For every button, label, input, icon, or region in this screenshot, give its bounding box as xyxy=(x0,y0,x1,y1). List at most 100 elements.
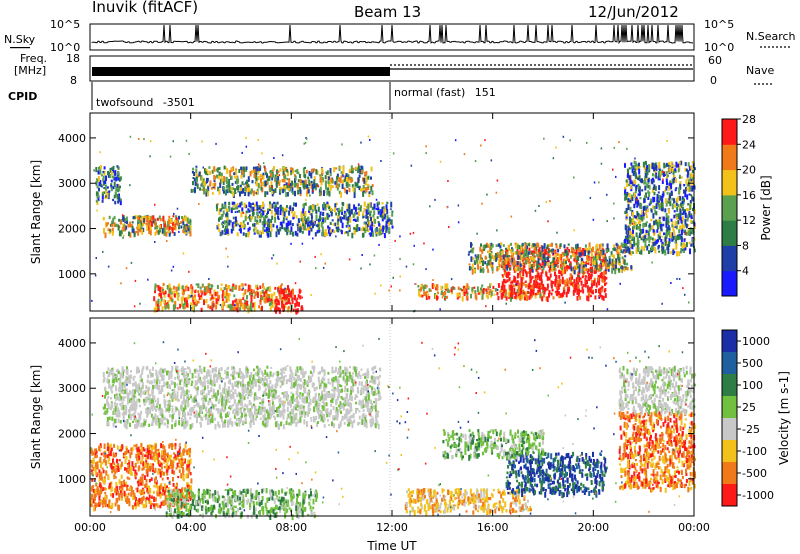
power-cell xyxy=(297,179,300,183)
power-cell xyxy=(436,291,439,295)
power-cell xyxy=(629,206,632,212)
power-cell xyxy=(310,215,313,220)
power-cell xyxy=(673,232,676,236)
power-cell xyxy=(431,283,434,289)
power-cell xyxy=(482,288,485,291)
power-cell xyxy=(663,232,665,236)
power-cell xyxy=(391,212,394,217)
power-cell xyxy=(175,291,178,296)
power-cell xyxy=(626,262,629,266)
power-cell xyxy=(450,288,453,293)
power-cell xyxy=(561,281,564,285)
power-cell xyxy=(203,182,206,186)
power-cell xyxy=(275,182,278,188)
power-cell xyxy=(187,286,190,292)
power-cell xyxy=(223,206,226,210)
power-cell xyxy=(156,217,159,221)
power-cell xyxy=(324,217,327,223)
power-noise-cell xyxy=(138,138,140,140)
power-cell xyxy=(677,163,680,168)
power-cell xyxy=(315,169,318,175)
power-cell xyxy=(142,222,145,227)
power-cell xyxy=(324,207,327,211)
power-noise-cell xyxy=(556,231,558,234)
velocity-cell xyxy=(134,502,137,506)
power-cell xyxy=(544,289,547,292)
power-cell xyxy=(645,215,648,219)
power-cell xyxy=(316,170,319,175)
power-cell xyxy=(334,222,337,227)
power-cell xyxy=(517,252,520,255)
power-cell xyxy=(676,251,678,257)
power-cell xyxy=(119,230,122,237)
power-cell xyxy=(356,224,359,230)
power-cell xyxy=(326,204,329,207)
nave-label: Nave xyxy=(746,64,774,77)
velocity-cell xyxy=(138,490,141,494)
power-cell xyxy=(110,185,113,188)
power-cell xyxy=(254,216,257,223)
power-cell xyxy=(485,292,488,295)
power-cell xyxy=(428,296,431,300)
power-cell xyxy=(328,205,331,210)
power-cell xyxy=(270,301,273,306)
power-cell xyxy=(528,295,531,300)
power-cell xyxy=(261,181,264,186)
power-cell xyxy=(567,243,570,246)
power-cell xyxy=(553,261,556,267)
power-cell xyxy=(369,202,372,208)
power-cell xyxy=(597,268,600,273)
power-cell xyxy=(326,190,329,196)
power-cell xyxy=(496,292,499,296)
power-cell xyxy=(179,303,182,309)
velocity-cell xyxy=(113,468,115,473)
power-cell xyxy=(585,268,588,272)
power-cell xyxy=(114,191,117,195)
power-cell xyxy=(525,247,528,253)
velocity-cell xyxy=(90,493,93,500)
power-noise-cell xyxy=(626,235,628,238)
power-cell xyxy=(98,166,100,170)
power-cell xyxy=(155,305,158,312)
power-cell xyxy=(159,286,162,293)
power-cell xyxy=(354,181,357,187)
power-cell xyxy=(263,291,266,297)
velocity-cell xyxy=(129,466,132,470)
power-cell xyxy=(470,293,472,299)
power-cell xyxy=(510,242,513,246)
power-cell xyxy=(683,242,685,248)
power-noise-cell xyxy=(338,228,340,231)
power-cell xyxy=(647,235,650,240)
velocity-cell xyxy=(124,467,126,471)
power-noise-cell xyxy=(670,282,672,284)
power-cell xyxy=(255,292,257,296)
power-cell xyxy=(664,241,667,247)
power-cell xyxy=(185,297,188,303)
power-cell xyxy=(108,231,111,235)
power-cell xyxy=(226,168,229,174)
power-cell xyxy=(551,263,554,269)
power-cell xyxy=(288,210,291,216)
power-noise-cell xyxy=(510,215,513,218)
power-cell xyxy=(555,286,558,289)
velocity-cell xyxy=(145,483,148,488)
power-cell xyxy=(363,203,366,207)
power-cell xyxy=(622,249,625,252)
power-cell xyxy=(280,290,283,293)
power-cell xyxy=(262,175,265,180)
velocity-cell xyxy=(163,461,166,464)
power-cell xyxy=(569,279,572,282)
power-cell xyxy=(368,202,371,208)
power-cell xyxy=(566,278,569,283)
power-cell xyxy=(230,186,233,191)
velocity-cell xyxy=(118,459,121,462)
velocity-cell xyxy=(161,477,164,481)
power-cell xyxy=(193,301,196,305)
power-cell xyxy=(423,291,426,296)
power-cell xyxy=(491,244,494,248)
power-cell xyxy=(131,221,134,224)
power-cell xyxy=(679,208,682,214)
power-cell xyxy=(261,289,264,294)
power-cell xyxy=(525,243,528,248)
velocity-cell xyxy=(187,459,190,465)
